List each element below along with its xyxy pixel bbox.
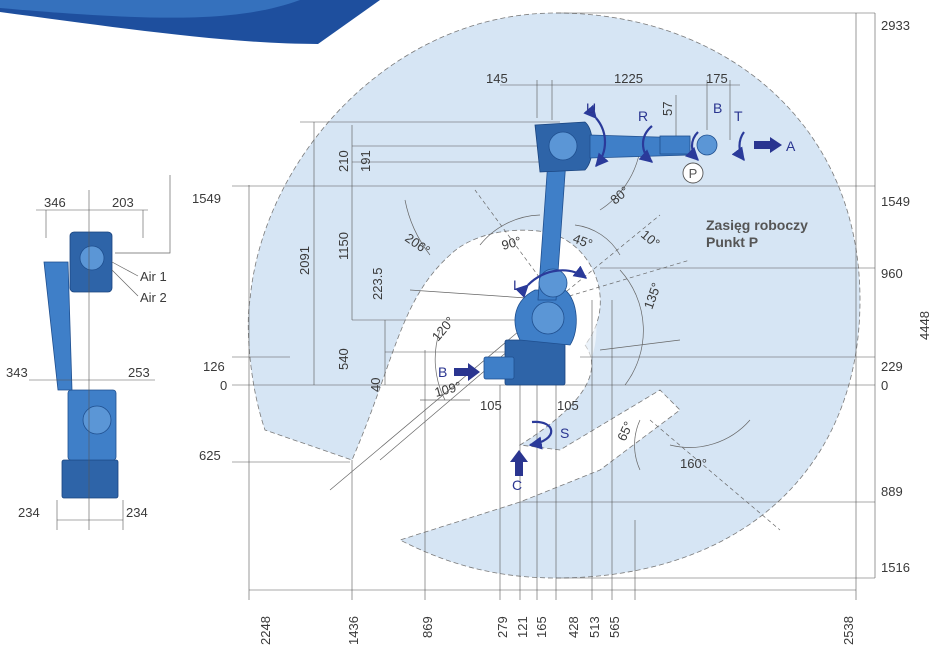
angle-160: 160° [680,456,707,471]
side-dim-343: 343 [6,365,28,380]
r-axis-arrow [638,125,654,163]
motion-arrows [454,104,782,476]
axis-a: A [786,138,796,154]
point-p-letter: P [689,166,698,181]
axis-b-base: B [438,364,447,380]
l-axis-arrow [514,265,588,299]
bottom-dim-869: 869 [420,616,435,638]
left-dim-625: 625 [199,448,221,463]
bottom-dim-121: 121 [515,616,530,638]
bottom-dim-428: 428 [566,616,581,638]
axis-r: R [638,108,648,124]
bottom-dim-2538: 2538 [841,616,856,645]
bottom-dim-165: 165 [534,616,549,638]
a-direction-arrow [754,137,782,153]
right-dim-229: 229 [881,359,903,374]
top-dim-1225: 1225 [614,71,643,86]
robot-s-joint [531,301,565,335]
bottom-extension-lines [351,300,636,600]
dim-540: 540 [336,348,351,370]
side-dim-346: 346 [44,195,66,210]
dim-223-5: 223.5 [370,267,385,300]
t-axis-arrow [731,131,745,162]
axis-t: T [734,108,743,124]
point-p-caption: Punkt P [706,234,758,250]
bottom-dim-513: 513 [587,616,602,638]
side-base [61,459,119,499]
bottom-dim-279: 279 [495,616,510,638]
s-axis-arrow [528,420,553,450]
angle-90: 90° [500,233,523,253]
b-base-arrow [454,363,480,381]
axis-s: S [560,425,569,441]
robot-base-connector [483,356,515,380]
axis-c: C [512,477,522,493]
right-dim-1549: 1549 [881,194,910,209]
bottom-dim-2248: 2248 [258,616,273,645]
bottom-dim-565: 565 [607,616,622,638]
top-dim-145: 145 [486,71,508,86]
side-base-joint [82,405,112,435]
vertical-dim-lines [300,80,740,385]
side-dim-203: 203 [112,195,134,210]
side-wrist-joint [79,245,105,271]
dim-2091: 2091 [297,246,312,275]
right-dim-889: 889 [881,484,903,499]
c-direction-arrow [510,450,528,476]
robot-flange [696,134,718,156]
side-dim-234-right: 234 [126,505,148,520]
right-dim-2933: 2933 [881,18,910,33]
angle-65: 65° [614,419,636,443]
left-dim-1549: 1549 [192,191,221,206]
axis-b-wrist: B [713,100,722,116]
point-p-marker [682,162,704,184]
left-dim-0: 0 [220,378,227,393]
offset-dim-105-left: 105 [480,398,502,413]
side-dim-253: 253 [128,365,150,380]
bottom-dim-1436: 1436 [346,616,361,645]
dim-1150: 1150 [336,232,351,260]
total-height-4448: 4448 [917,311,932,340]
side-dim-234-left: 234 [18,505,40,520]
air-2-label: Air 2 [140,290,167,305]
left-dim-126: 126 [203,359,225,374]
dim-191: 191 [358,150,373,172]
right-dim-0: 0 [881,378,888,393]
axis-u: U [586,100,596,116]
b-axis-arrow [684,131,699,161]
robot-wrist [659,135,691,155]
u-axis-arrow [583,104,609,168]
side-lower-arm [43,261,73,391]
robot-side-view [29,175,171,530]
right-dim-1516: 1516 [881,560,910,575]
offset-dim-105-right: 105 [557,398,579,413]
angle-109: 109° [433,378,463,399]
workspace-title: Zasięg roboczy [706,217,808,233]
axis-l: L [513,277,521,293]
dim-210: 210 [336,150,351,172]
dim-40: 40 [368,378,383,392]
header-banner-highlight [0,0,300,18]
right-dim-960: 960 [881,266,903,281]
angle-45: 45° [571,231,595,252]
top-dim-175: 175 [706,71,728,86]
robot-u-joint [548,131,578,161]
dim-57: 57 [660,102,675,116]
air-1-label: Air 1 [140,269,167,284]
